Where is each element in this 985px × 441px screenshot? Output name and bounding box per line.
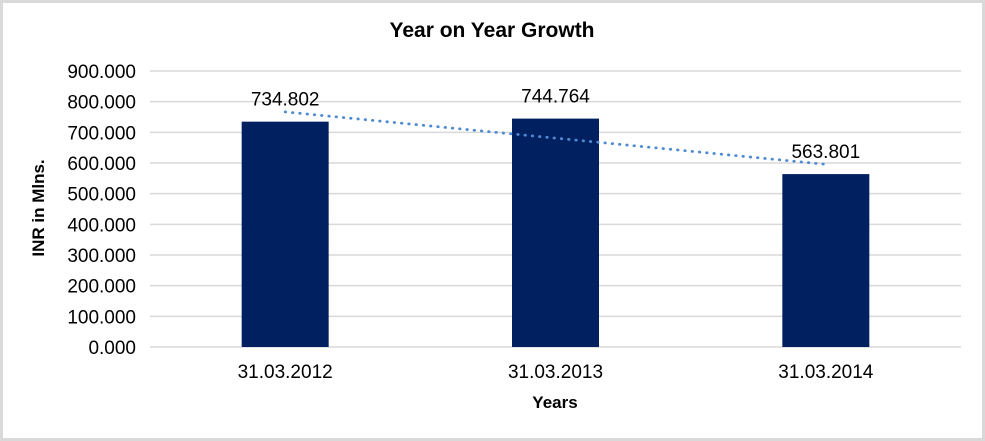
y-tick-label: 600.000 [67, 154, 136, 175]
bar [512, 118, 599, 347]
y-tick-label: 0.000 [88, 338, 136, 359]
y-tick-label: 100.000 [67, 307, 136, 328]
x-axis-title: Years [532, 393, 578, 412]
x-tick-label: 31.03.2014 [778, 362, 874, 383]
trendline [283, 110, 828, 166]
x-tick-label: 31.03.2012 [238, 362, 333, 383]
bar [782, 174, 870, 347]
bar-value-label: 734.802 [251, 90, 320, 111]
bar [241, 121, 329, 347]
y-tick-label: 700.000 [67, 123, 136, 144]
y-tick-label: 200.000 [67, 277, 136, 298]
x-tick-label: 31.03.2013 [508, 362, 603, 383]
y-tick-label: 800.000 [67, 93, 136, 114]
bar-value-label: 563.801 [791, 142, 860, 163]
y-tick-label: 300.000 [67, 246, 136, 267]
y-tick-label: 900.000 [67, 62, 136, 83]
y-tick-label: 400.000 [67, 215, 136, 236]
bar-value-label: 744.764 [521, 87, 590, 108]
chart-title: Year on Year Growth [389, 19, 595, 42]
y-axis-title: INR in Mlns. [29, 159, 48, 257]
y-tick-label: 500.000 [67, 185, 136, 206]
